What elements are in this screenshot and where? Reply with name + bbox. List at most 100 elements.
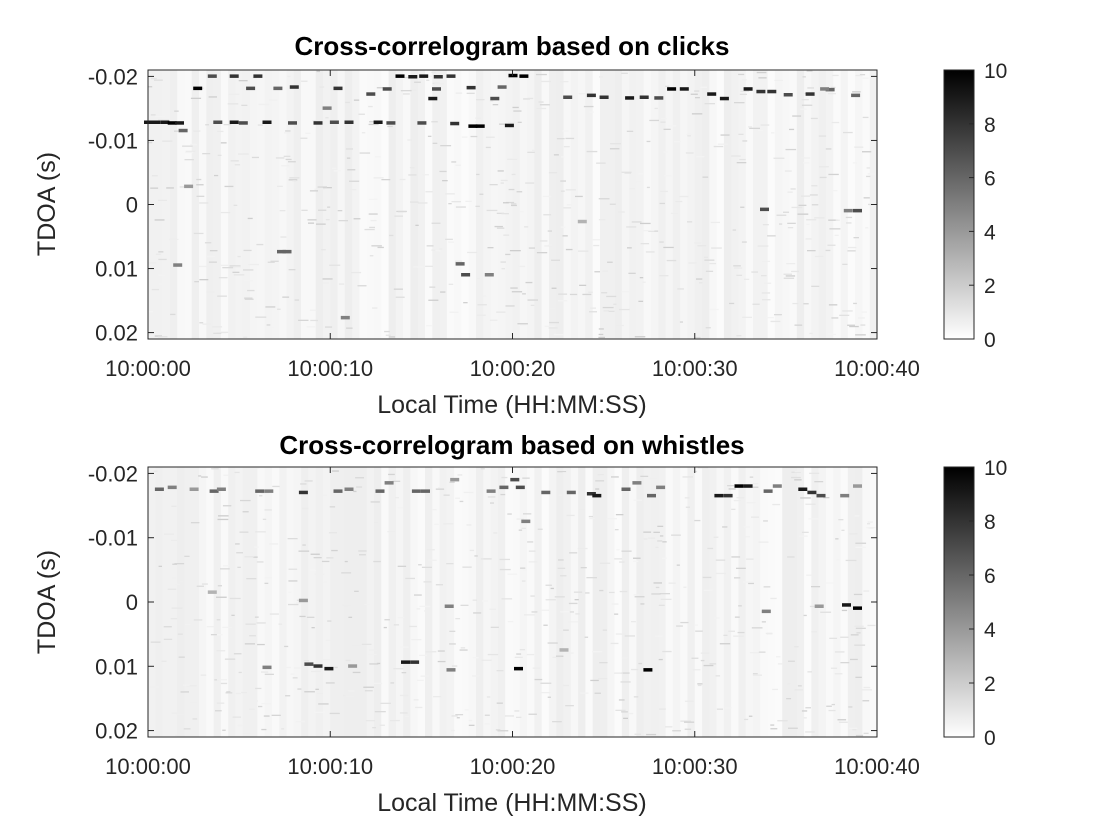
noise-column <box>862 467 871 737</box>
noise-streak <box>171 712 181 714</box>
noise-streak <box>316 494 327 496</box>
noise-column <box>177 467 185 737</box>
noise-streak <box>154 219 165 221</box>
noise-streak <box>787 556 795 558</box>
noise-streak <box>470 135 478 138</box>
noise-streak <box>384 330 390 333</box>
noise-streak <box>437 650 445 652</box>
noise-streak <box>193 232 204 235</box>
noise-streak <box>831 121 840 124</box>
detection-cell <box>566 490 576 495</box>
noise-column <box>497 467 506 737</box>
noise-streak <box>294 667 301 669</box>
noise-streak <box>427 75 433 77</box>
noise-streak <box>415 706 423 709</box>
noise-streak <box>379 724 385 726</box>
noise-streak <box>694 90 700 92</box>
noise-streak <box>765 632 773 635</box>
noise-streak <box>746 558 754 560</box>
noise-streak <box>214 634 223 636</box>
noise-streak <box>740 90 750 92</box>
noise-streak <box>547 696 551 698</box>
noise-column <box>702 467 710 737</box>
whistles-x-axis-ticks: 10:00:00 10:00:10 10:00:20 10:00:30 10:00:40 <box>105 467 920 779</box>
noise-streak <box>731 508 736 510</box>
noise-streak <box>370 219 377 222</box>
noise-streak <box>325 219 330 221</box>
noise-streak <box>393 624 400 626</box>
noise-column <box>373 467 382 737</box>
noise-column <box>556 467 564 737</box>
noise-streak <box>691 657 699 659</box>
noise-streak <box>511 204 517 207</box>
noise-streak <box>233 204 238 206</box>
noise-streak <box>711 247 722 249</box>
noise-streak <box>376 662 381 665</box>
noise-column <box>381 467 389 737</box>
noise-column <box>476 70 484 339</box>
noise-streak <box>867 173 875 175</box>
noise-streak <box>409 167 415 169</box>
noise-streak <box>476 173 480 176</box>
noise-column <box>301 70 309 339</box>
noise-streak <box>295 720 305 723</box>
noise-streak <box>416 608 421 610</box>
noise-streak <box>736 567 746 569</box>
noise-streak <box>437 660 446 663</box>
noise-streak <box>387 125 393 128</box>
noise-streak <box>849 533 858 535</box>
noise-streak <box>742 140 748 142</box>
noise-streak <box>368 649 378 651</box>
noise-streak <box>285 158 292 161</box>
noise-column <box>680 70 688 339</box>
noise-column <box>672 70 681 339</box>
noise-streak <box>709 262 717 265</box>
noise-streak <box>659 535 664 537</box>
noise-streak <box>847 246 857 249</box>
noise-streak <box>772 688 778 691</box>
detection-cell <box>189 487 199 491</box>
noise-streak <box>211 468 219 470</box>
noise-streak <box>288 580 298 582</box>
noise-streak <box>736 162 747 164</box>
noise-streak <box>575 613 580 615</box>
noise-streak <box>262 518 267 520</box>
noise-streak <box>807 87 814 89</box>
noise-streak <box>466 92 475 94</box>
noise-streak <box>150 77 157 80</box>
noise-streak <box>562 130 569 132</box>
noise-streak <box>695 630 703 632</box>
noise-streak <box>832 74 839 77</box>
noise-column <box>811 467 819 737</box>
noise-streak <box>655 586 660 589</box>
noise-column <box>425 70 433 339</box>
noise-streak <box>770 597 777 600</box>
noise-streak <box>281 165 290 167</box>
noise-streak <box>407 139 413 141</box>
noise-streak <box>449 630 456 632</box>
noise-streak <box>752 673 758 675</box>
noise-streak <box>853 302 857 305</box>
noise-streak <box>501 598 513 600</box>
noise-streak <box>317 692 323 695</box>
noise-streak <box>863 590 870 592</box>
noise-column <box>774 467 783 737</box>
noise-streak <box>556 655 564 657</box>
noise-streak <box>388 473 395 476</box>
noise-streak <box>257 643 265 646</box>
noise-streak <box>153 470 158 472</box>
noise-streak <box>565 137 575 140</box>
noise-streak <box>640 603 645 605</box>
noise-streak <box>560 611 571 613</box>
noise-streak <box>638 173 645 175</box>
noise-streak <box>645 251 655 253</box>
detection-cell <box>756 89 766 94</box>
noise-streak <box>445 193 455 195</box>
noise-streak <box>862 116 869 119</box>
noise-streak <box>500 179 508 182</box>
noise-streak <box>389 234 394 237</box>
noise-streak <box>703 664 714 667</box>
noise-streak <box>325 682 335 684</box>
noise-column <box>199 467 207 737</box>
noise-streak <box>527 541 534 543</box>
